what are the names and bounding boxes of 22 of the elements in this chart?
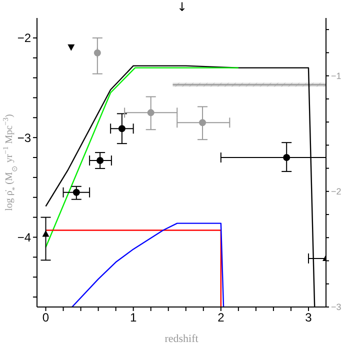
x-tick-label: 3	[305, 310, 312, 325]
y2-tick-label: −3	[331, 302, 342, 312]
point	[147, 109, 154, 116]
x-tick-label: 0	[42, 310, 50, 325]
y-tick-label: −3	[17, 130, 32, 145]
point	[68, 44, 75, 51]
point	[96, 157, 104, 164]
point	[283, 154, 290, 162]
y-tick-label: −4	[17, 230, 32, 244]
x-tick-label: 1	[130, 310, 137, 325]
point	[72, 188, 80, 196]
y2-tick-label: −1	[331, 70, 342, 81]
point	[199, 119, 206, 126]
x-axis-title: redshift	[164, 333, 198, 344]
text: ↓	[176, 0, 188, 14]
x-tick-label: 2	[218, 310, 225, 325]
y-tick-label: −2	[17, 31, 32, 46]
point	[42, 230, 50, 237]
point	[94, 49, 101, 56]
line-series	[71, 222, 224, 307]
y2-tick-label: −2	[331, 186, 342, 197]
point	[118, 125, 126, 132]
